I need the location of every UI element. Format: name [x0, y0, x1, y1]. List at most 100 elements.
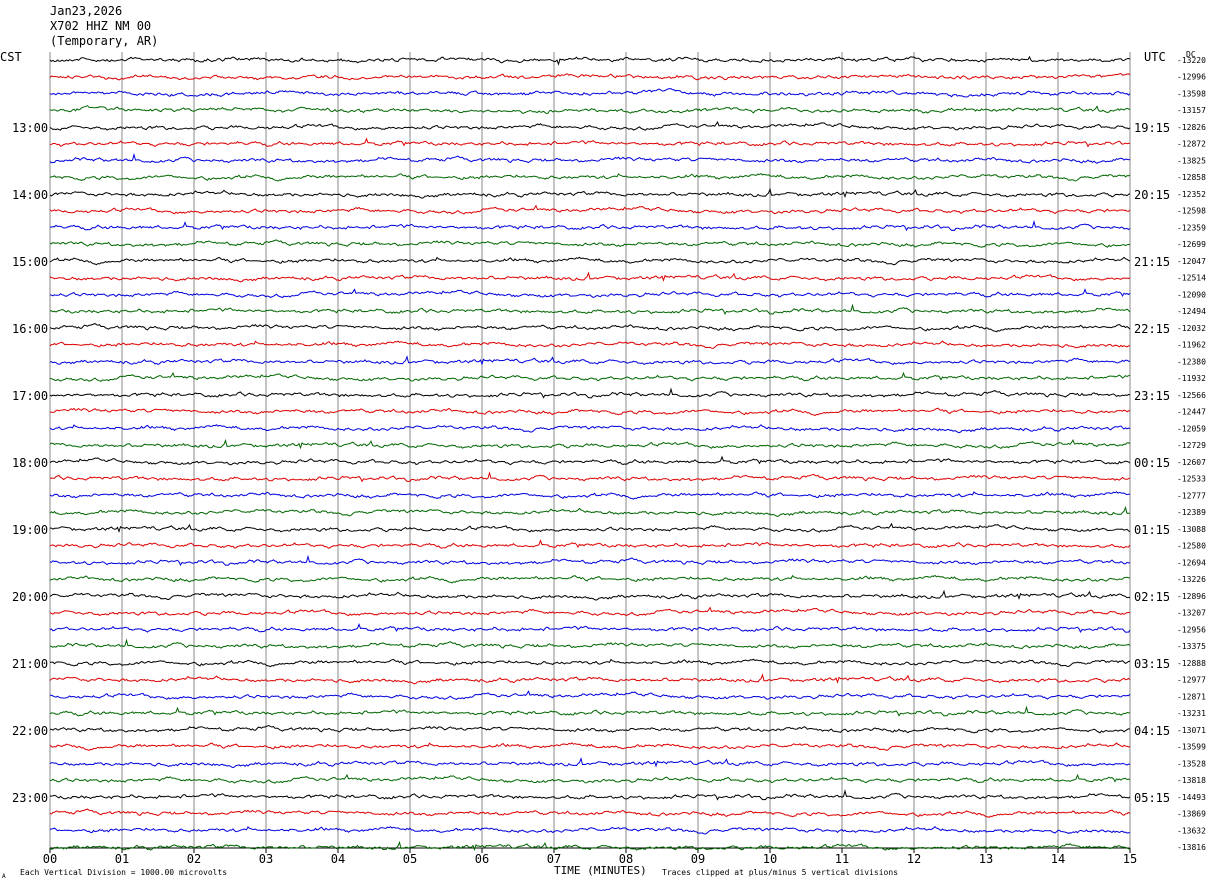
trace-line	[49, 355, 1131, 366]
trace-line	[49, 455, 1131, 466]
x-tick-label: 07	[547, 852, 561, 866]
x-tick-label: 04	[331, 852, 345, 866]
right-hour-label: 01:15	[1134, 523, 1170, 537]
trace-line	[49, 187, 1131, 199]
x-tick-label: 00	[43, 852, 57, 866]
dc-offset-label: -12694	[1177, 558, 1206, 567]
dc-offset-label: -12888	[1177, 659, 1206, 668]
footnote-right: Traces clipped at plus/minus 5 vertical …	[662, 868, 898, 877]
trace-line	[49, 471, 1131, 483]
x-tick-label: 03	[259, 852, 273, 866]
trace-line	[49, 438, 1131, 450]
left-hour-label: 22:00	[12, 724, 48, 738]
right-tz-label: UTC	[1144, 50, 1166, 64]
footnote-left: Each Vertical Division = 1000.00 microvo…	[20, 868, 227, 877]
dc-offset-label: -14493	[1177, 793, 1206, 802]
dc-offset-label: -12607	[1177, 458, 1206, 467]
dc-offset-label: -13599	[1177, 743, 1206, 752]
dc-offset-label: -12380	[1177, 357, 1206, 366]
dc-offset-label: -13869	[1177, 810, 1206, 819]
dc-offset-label: -12896	[1177, 592, 1206, 601]
trace-line	[49, 288, 1131, 299]
dc-offset-label: -12956	[1177, 625, 1206, 634]
trace-line	[49, 505, 1131, 517]
trace-line	[49, 323, 1131, 333]
trace-line	[49, 120, 1131, 131]
trace-line	[49, 808, 1131, 818]
dc-offset-label: -12826	[1177, 123, 1206, 132]
dc-offset-label: -13231	[1177, 709, 1206, 718]
left-hour-label: 13:00	[12, 121, 48, 135]
right-hour-label: 20:15	[1134, 188, 1170, 202]
x-axis-title: TIME (MINUTES)	[554, 864, 647, 877]
trace-line	[49, 371, 1131, 383]
dc-offset-label: -13818	[1177, 776, 1206, 785]
left-hour-label: 16:00	[12, 322, 48, 336]
dc-offset-label: -12514	[1177, 274, 1206, 283]
trace-line	[49, 606, 1131, 617]
trace-line	[49, 539, 1131, 549]
dc-offset-label: -12977	[1177, 676, 1206, 685]
header-date: Jan23,2026	[50, 4, 123, 18]
x-tick-label: 08	[619, 852, 633, 866]
trace-line	[49, 756, 1131, 769]
trace-line	[49, 239, 1131, 248]
trace-line	[49, 303, 1131, 315]
trace-line	[49, 705, 1131, 717]
dc-offset-label: -12871	[1177, 692, 1206, 701]
trace-line	[49, 826, 1131, 835]
dc-offset-label: -13816	[1177, 843, 1206, 852]
label-group: CST UTC DC TIME (MINUTES) Each Vertical …	[0, 50, 1206, 880]
trace-line	[49, 424, 1131, 434]
left-hour-label: 15:00	[12, 255, 48, 269]
trace-line	[50, 522, 1131, 534]
dc-offset-label: -13220	[1177, 56, 1206, 65]
x-tick-label: 02	[187, 852, 201, 866]
dc-offset-label: -12729	[1177, 441, 1206, 450]
dc-offset-label: -12389	[1177, 508, 1206, 517]
x-tick-label: 09	[691, 852, 705, 866]
trace-line	[49, 773, 1131, 784]
dc-offset-label: -13207	[1177, 609, 1206, 618]
trace-line	[49, 724, 1131, 734]
trace-line	[49, 407, 1131, 417]
dc-offset-label: -12090	[1177, 290, 1206, 299]
dc-offset-label: -12494	[1177, 307, 1206, 316]
x-tick-label: 15	[1123, 852, 1137, 866]
dc-offset-label: -12777	[1177, 491, 1206, 500]
dc-offset-label: -11962	[1177, 341, 1206, 350]
right-hour-label: 02:15	[1134, 590, 1170, 604]
dc-offset-label: -11932	[1177, 374, 1206, 383]
trace-line	[49, 623, 1131, 634]
time-gridlines	[49, 52, 1131, 853]
dc-offset-label: -12566	[1177, 391, 1206, 400]
trace-line	[49, 88, 1131, 98]
trace-line	[49, 152, 1131, 164]
x-tick-label: 12	[907, 852, 921, 866]
trace-line	[49, 340, 1131, 349]
dc-offset-label: -12699	[1177, 240, 1206, 249]
left-tz-label: CST	[0, 50, 22, 64]
right-hour-label: 05:15	[1134, 791, 1170, 805]
trace-line	[49, 219, 1131, 232]
right-hour-label: 03:15	[1134, 657, 1170, 671]
header-location: (Temporary, AR)	[50, 34, 159, 48]
trace-line	[49, 271, 1131, 283]
trace-group	[49, 55, 1131, 852]
trace-line	[49, 256, 1131, 266]
dc-offset-label: -12598	[1177, 207, 1206, 216]
right-hour-label: 04:15	[1134, 724, 1170, 738]
dc-offset-label: -12352	[1177, 190, 1206, 199]
trace-line	[49, 72, 1131, 81]
dc-offset-label: -13632	[1177, 826, 1206, 835]
dc-offset-label: -13071	[1177, 726, 1206, 735]
dc-offset-label: -13598	[1177, 89, 1206, 98]
x-tick-label: 05	[403, 852, 417, 866]
x-tick-label: 10	[763, 852, 777, 866]
trace-line	[50, 690, 1131, 701]
left-hour-label: 23:00	[12, 791, 48, 805]
right-hour-label: 00:15	[1134, 456, 1170, 470]
header-station: X702 HHZ NM 00	[50, 19, 152, 33]
dc-offset-label: -12872	[1177, 140, 1206, 149]
